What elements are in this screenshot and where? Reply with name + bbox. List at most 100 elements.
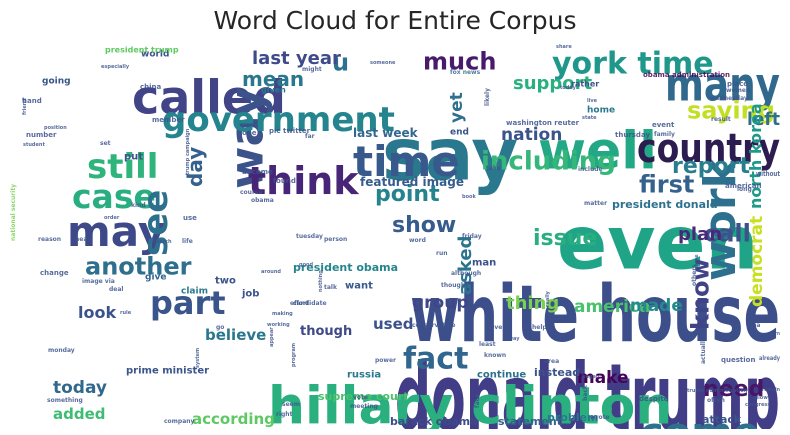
word-allow: allow (753, 395, 768, 401)
word-group: group (412, 293, 469, 313)
word-right: right (276, 411, 293, 418)
word-go: go (216, 324, 224, 331)
word-began: began (582, 374, 600, 380)
word-actually: actually (700, 337, 707, 364)
word-way: way (219, 87, 273, 189)
word-china: china (140, 83, 162, 91)
word-put: put (124, 151, 143, 162)
word-say: say (382, 113, 518, 197)
word-north-korea: north korea (746, 103, 765, 209)
word-democrat: democrat (747, 216, 767, 307)
word-trump-administration: trump administration (687, 388, 748, 394)
word-instead: instead (534, 366, 580, 379)
word-mean: mean (242, 67, 304, 91)
word-women: women (726, 87, 750, 94)
word-rather: rather (571, 80, 599, 89)
word-need: need (703, 377, 764, 402)
word-problem: problem (547, 411, 598, 424)
word-monday: monday (48, 347, 75, 354)
word-tuesday: tuesday (296, 233, 323, 240)
word-kind: kind (131, 202, 146, 209)
word-call: call (704, 220, 751, 248)
word-state: state (582, 115, 597, 121)
word-prime-minister: prime minister (126, 365, 209, 376)
word-company: company (164, 418, 195, 425)
chart-title: Word Cloud for Entire Corpus (213, 6, 577, 35)
word-appear: appear (269, 327, 275, 347)
word-time: time (353, 137, 460, 186)
word-hope: hope (237, 129, 257, 137)
word-obama-administration: obama administration (643, 71, 730, 79)
word-given: given (261, 86, 286, 95)
word-although: although (451, 270, 481, 277)
word-president-trump: president trump (105, 46, 179, 55)
word-place: place (727, 80, 748, 88)
word-rule: rule (120, 310, 132, 316)
word-president-donald: president donald (612, 198, 718, 211)
word-believe: believe (205, 326, 266, 344)
word-image-via: image via (82, 278, 115, 285)
word-see: see (136, 190, 176, 256)
word-power: power (375, 357, 396, 364)
word-system: system (195, 348, 201, 368)
word-order: order (104, 215, 120, 221)
word-pic-twitter: pic twitter (269, 127, 311, 135)
word-barack-obama: barack obama (390, 415, 478, 428)
word-america: america (574, 297, 650, 317)
word-known: known (484, 352, 506, 359)
word-support: support (513, 73, 593, 94)
word-use: use (183, 214, 197, 222)
word-something: something (47, 397, 83, 404)
word-really: really (545, 290, 551, 307)
word-event: event (652, 121, 675, 129)
word-question: question (721, 356, 755, 364)
word-asked: asked (455, 236, 476, 295)
word-world: world (141, 50, 169, 60)
word-congress: congress (745, 402, 770, 408)
word-wrote: wrote (590, 414, 610, 421)
word-candidate: candidate (293, 300, 327, 307)
word-donald-trump: donald trump (395, 344, 780, 429)
word-conservative: conservative (412, 322, 455, 329)
word-seem: seem (282, 401, 300, 408)
word-government: government (162, 100, 395, 140)
word-hand: hand (22, 97, 42, 105)
word-thursday: thursday (615, 131, 650, 139)
word-well: well (538, 122, 657, 182)
word-obama: obama (251, 197, 274, 204)
word-home: home (587, 106, 615, 116)
word-washington-reuter: washington reuter (506, 119, 580, 127)
word-fact: fact (403, 342, 468, 377)
word-friend: friend (22, 98, 28, 115)
word-march: march (154, 239, 172, 245)
word-away: away (505, 336, 520, 342)
word-remain: remain (762, 387, 780, 393)
word-student: student (23, 142, 45, 148)
word-another: another (85, 253, 192, 281)
word-book: book (462, 194, 476, 200)
word-thing: thing (506, 293, 559, 314)
word-result: result (711, 116, 731, 123)
word-run: run (436, 250, 448, 257)
word-idea: idea (746, 322, 760, 329)
word-course: course (240, 189, 263, 196)
word-especially: especially (101, 64, 130, 70)
word-life: life (182, 238, 193, 245)
word-position: position (44, 125, 67, 131)
word-long: long (737, 186, 752, 193)
word-likely: likely (484, 88, 491, 106)
word-end: end (450, 128, 469, 138)
word-back: back (582, 384, 589, 401)
word-going: going (42, 77, 71, 87)
word-country: country (637, 126, 780, 172)
word-making: making (272, 311, 293, 317)
word-face: face (474, 394, 481, 408)
word-two: two (215, 275, 236, 286)
word-think: think (248, 159, 359, 203)
word-day: day (183, 147, 207, 187)
word-york-time: york time (552, 47, 714, 82)
word-effort: effort (290, 300, 309, 307)
word-last-year: last year (252, 48, 341, 69)
word-make: make (577, 368, 629, 388)
